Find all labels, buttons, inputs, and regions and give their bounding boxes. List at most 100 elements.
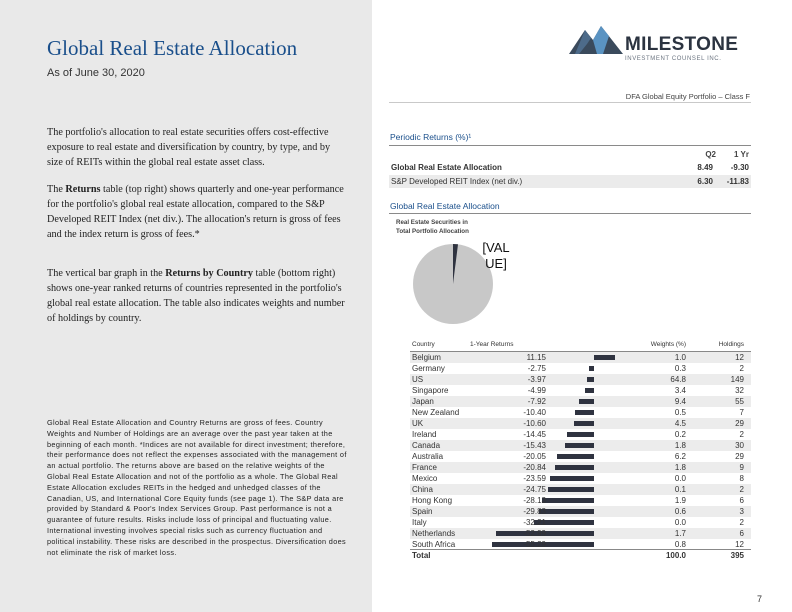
intro-paragraph: The portfolio's allocation to real estat…: [47, 127, 331, 168]
country-return-bar: [538, 509, 594, 514]
country-table-header: Country 1-Year Returns Weights (%) Holdi…: [410, 340, 751, 352]
country-return-bar: [574, 421, 594, 426]
country-row: UK -10.60 4.5 29: [410, 418, 751, 429]
country-return-value: -10.60: [523, 419, 546, 428]
country-holdings: 3: [739, 507, 744, 516]
country-return-value: -4.99: [527, 386, 546, 395]
logo-tagline: INVESTMENT COUNSEL INC.: [625, 56, 722, 62]
country-row: China -24.75 0.1 2: [410, 484, 751, 495]
country-return-value: -3.97: [527, 375, 546, 384]
country-return-value: -52.99: [523, 529, 546, 538]
country-name: Italy: [412, 518, 427, 527]
total-label: Total: [412, 551, 431, 560]
mountain-logo-icon: [569, 26, 623, 54]
country-name: Singapore: [412, 386, 449, 395]
country-return-bar: [541, 498, 594, 503]
country-return-value: -15.43: [523, 441, 546, 450]
country-return-bar: [567, 432, 594, 437]
returns-row-1yr: -11.83: [726, 177, 749, 186]
country-holdings: 2: [739, 485, 744, 494]
country-name: South Africa: [412, 540, 456, 549]
pie-value-label: [VALUE]: [482, 240, 510, 271]
country-name: Australia: [412, 452, 444, 461]
country-return-bar: [579, 399, 594, 404]
country-weight: 9.4: [674, 397, 686, 406]
country-return-value: -20.84: [523, 463, 546, 472]
returns-row-label: Global Real Estate Allocation: [391, 163, 502, 172]
country-name: Belgium: [412, 353, 441, 362]
country-name: US: [412, 375, 424, 384]
returns-row-allocation: Global Real Estate Allocation 8.49 -9.30: [389, 161, 751, 174]
country-holdings: 29: [735, 419, 744, 428]
country-return-bar: [548, 487, 594, 492]
country-return-bar: [594, 355, 615, 360]
country-holdings: 9: [739, 463, 744, 472]
page-subtitle: As of June 30, 2020: [47, 67, 145, 79]
periodic-returns-rule: [389, 145, 751, 146]
country-weight: 3.4: [674, 386, 686, 395]
footnote: Global Real Estate Allocation and Countr…: [47, 418, 347, 557]
country-name: Canada: [412, 441, 441, 450]
country-weight: 0.0: [674, 518, 686, 527]
country-weight: 1.7: [674, 529, 686, 538]
country-name: Japan: [412, 397, 434, 406]
country-table-total: Total 100.0 395: [410, 549, 751, 561]
country-return-bar: [588, 366, 594, 371]
page-title: Global Real Estate Allocation: [47, 36, 298, 60]
country-row: Ireland -14.45 0.2 2: [410, 429, 751, 440]
country-row: Hong Kong -28.13 1.9 6: [410, 495, 751, 506]
country-return-bar: [495, 531, 594, 536]
left-panel: [0, 0, 372, 612]
returns-paragraph: The Returns table (top right) shows quar…: [47, 184, 344, 240]
country-return-value: -55.29: [523, 540, 546, 549]
country-return-bar: [550, 476, 594, 481]
country-return-value: -7.92: [527, 397, 546, 406]
total-weight: 100.0: [665, 551, 686, 560]
country-return-value: -32.21: [523, 518, 546, 527]
returns-row-1yr: -9.30: [730, 163, 749, 172]
country-weight: 0.2: [674, 430, 686, 439]
country-holdings: 2: [739, 364, 744, 373]
country-holdings: 8: [739, 474, 744, 483]
country-row: Belgium 11.15 1.0 12: [410, 352, 751, 363]
country-holdings: 6: [739, 529, 744, 538]
country-row: New Zealand -10.40 0.5 7: [410, 407, 751, 418]
country-return-bar: [574, 410, 594, 415]
country-holdings: 7: [739, 408, 744, 417]
logo-wordmark: MILESTONE: [625, 34, 739, 55]
country-row: Italy -32.21 0.0 2: [410, 517, 751, 528]
country-name: Ireland: [412, 430, 437, 439]
country-weight: 1.0: [674, 353, 686, 362]
country-weight: 1.8: [674, 441, 686, 450]
q2-column-header: Q2: [705, 150, 716, 159]
periodic-returns-heading: Periodic Returns (%)¹: [390, 132, 472, 142]
country-holdings: 2: [739, 518, 744, 527]
country-name: UK: [412, 419, 424, 428]
country-holdings: 149: [730, 375, 744, 384]
country-holdings: 29: [735, 452, 744, 461]
allocation-pie-chart: [413, 243, 493, 324]
country-name: China: [412, 485, 433, 494]
country-return-bar: [584, 388, 594, 393]
country-holdings: 6: [739, 496, 744, 505]
allocation-rule: [389, 213, 751, 214]
country-weight: 0.5: [674, 408, 686, 417]
country-return-bar: [556, 454, 594, 459]
country-row: Spain -29.83 0.6 3: [410, 506, 751, 517]
country-name: France: [412, 463, 437, 472]
country-row: France -20.84 1.8 9: [410, 462, 751, 473]
country-return-value: -10.40: [523, 408, 546, 417]
country-weight: 0.0: [674, 474, 686, 483]
country-weight: 0.8: [674, 540, 686, 549]
country-row: Australia -20.05 6.2 29: [410, 451, 751, 462]
country-weight: 0.3: [674, 364, 686, 373]
country-return-bar: [491, 542, 594, 547]
pie-label: Real Estate Securities in Total Portfolio…: [396, 219, 469, 235]
country-paragraph: The vertical bar graph in the Returns by…: [47, 268, 345, 324]
country-row: South Africa -55.29 0.8 12: [410, 539, 751, 550]
allocation-heading: Global Real Estate Allocation: [390, 201, 500, 211]
country-name: Hong Kong: [412, 496, 453, 505]
country-row: US -3.97 64.8 149: [410, 374, 751, 385]
country-name: New Zealand: [412, 408, 460, 417]
country-return-value: -28.13: [523, 496, 546, 505]
